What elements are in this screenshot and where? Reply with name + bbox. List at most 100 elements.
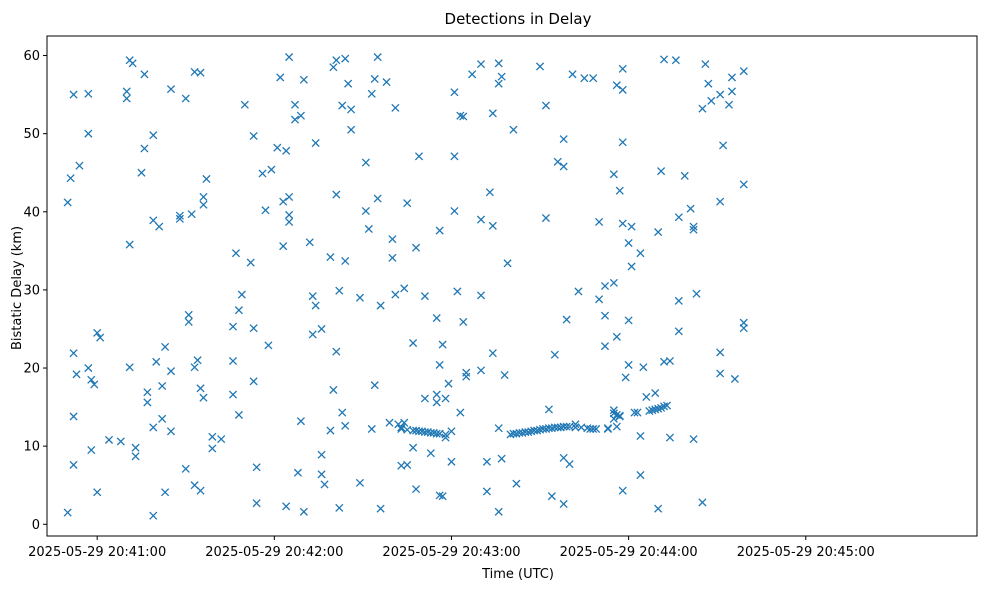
data-point [199,393,208,402]
data-point [739,67,748,76]
data-point-stroke [137,168,146,177]
data-point-stroke [618,219,627,228]
data-point [716,197,725,206]
data-point [630,408,639,417]
data-point-stroke [234,306,243,315]
data-point [544,405,553,414]
data-point-stroke [482,487,491,496]
data-point [143,398,152,407]
data-point [276,73,285,82]
y-tick-label: 30 [23,283,40,298]
x-tick-label: 2025-05-29 20:44:00 [560,545,698,560]
data-point [438,340,447,349]
data-point-stroke [299,75,308,84]
data-point [361,206,370,216]
data-point [122,94,131,103]
data-point-stroke [707,96,716,105]
data-point [104,435,114,444]
data-point [166,85,176,94]
data-point-stroke [341,256,350,266]
data-point-stroke [659,55,669,64]
data-point [618,219,627,228]
plot-area: 2025-05-29 20:41:00 2025-05-29 20:42:00 20… [23,35,978,560]
data-point [730,374,739,384]
data-point [550,350,559,359]
data-point [93,328,102,337]
data-point-stroke [571,420,580,429]
data-point [69,460,78,469]
data-point-stroke [252,499,261,508]
data-point-stroke [414,152,424,161]
data-point-stroke [282,502,291,511]
data-point [565,460,574,469]
data-markers [63,53,748,520]
data-point-stroke [580,74,589,83]
data-point-stroke [382,78,391,87]
data-point [651,388,660,398]
data-point-stroke [311,301,320,310]
data-point-stroke [261,206,270,215]
data-point-stroke [184,317,193,326]
data-point-stroke [739,67,748,76]
data-point [335,286,344,295]
data-point [347,105,356,114]
data-point-stroke [175,214,184,223]
data-point [571,420,580,429]
data-point [196,486,205,495]
data-point-stroke [63,198,72,207]
data-point-stroke [361,158,370,167]
data-point-stroke [317,450,326,459]
data-point-stroke [624,238,633,248]
data-point [716,90,725,99]
data-point-stroke [544,424,553,433]
data-point [586,424,595,434]
data-point [317,450,326,459]
data-point [84,363,93,373]
data-point [689,435,698,444]
data-point [476,366,486,375]
data-point-stroke [435,226,444,235]
data-point-stroke [93,488,102,497]
data-point [553,157,562,166]
data-point-stroke [341,54,350,63]
data-point [468,70,477,79]
data-point-stroke [450,206,459,216]
data-point [391,290,400,299]
data-point-stroke [618,486,627,495]
data-point [707,96,716,105]
data-point [261,206,270,215]
data-point-stroke [621,373,630,382]
data-point [724,100,734,109]
data-point [456,408,465,417]
data-point [305,238,314,247]
data-point [654,504,663,513]
data-point [175,211,184,220]
data-point [237,290,246,299]
data-point-stroke [719,141,728,150]
data-point-stroke [199,200,208,209]
data-point-stroke [308,330,317,339]
data-point [400,418,409,427]
data-point-stroke [90,380,99,389]
data-point [279,197,288,206]
data-point-stroke [727,73,737,82]
data-point-stroke [441,430,450,439]
data-point-stroke [311,138,320,148]
data-point [674,296,683,305]
data-point-stroke [500,371,509,380]
data-point-stroke [453,287,462,296]
data-point-stroke [149,131,158,140]
data-point-stroke [674,213,683,222]
data-point-stroke [299,507,308,516]
y-axis-label: Bistatic Delay (km) [10,226,25,350]
data-point [252,463,261,472]
data-point [285,217,294,226]
data-point [509,125,518,134]
data-point-stroke [595,217,604,226]
data-point [488,349,497,358]
data-point [388,253,397,262]
data-point [190,363,199,372]
data-point-stroke [143,398,152,407]
data-point [535,62,545,71]
data-point-stroke [296,417,305,426]
